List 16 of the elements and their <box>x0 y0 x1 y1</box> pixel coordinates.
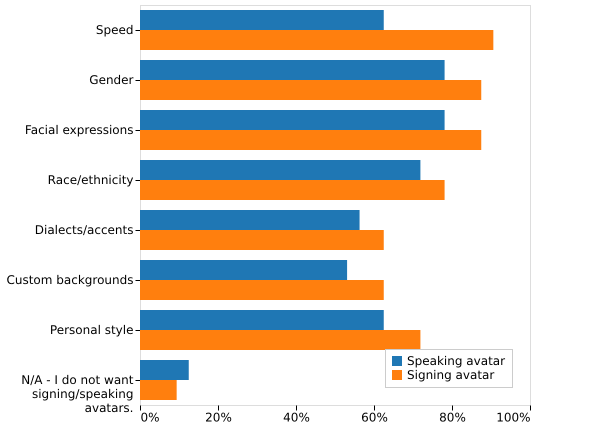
legend-label: Speaking avatar <box>407 354 506 368</box>
y-tick-label: Speed <box>96 23 134 37</box>
y-tick-label: Facial expressions <box>24 123 134 137</box>
x-tick-label: 60% <box>361 410 388 424</box>
x-tick-label: 40% <box>283 410 310 424</box>
legend-label: Signing avatar <box>407 368 494 382</box>
y-tick-label: Personal style <box>50 323 134 337</box>
y-tick-label: Dialects/accents <box>34 223 134 237</box>
y-tick-label: Race/ethnicity <box>48 173 134 187</box>
y-tick-label: Custom backgrounds <box>6 273 134 287</box>
x-tick-label: 20% <box>205 410 232 424</box>
y-tick-label: N/A - I do not want signing/speaking avatars. <box>21 373 134 415</box>
x-tick-label: 80% <box>439 410 466 424</box>
y-tick-label: Gender <box>89 73 134 87</box>
x-tick-label: 0% <box>140 410 160 424</box>
x-tick-label: 100% <box>496 410 530 424</box>
